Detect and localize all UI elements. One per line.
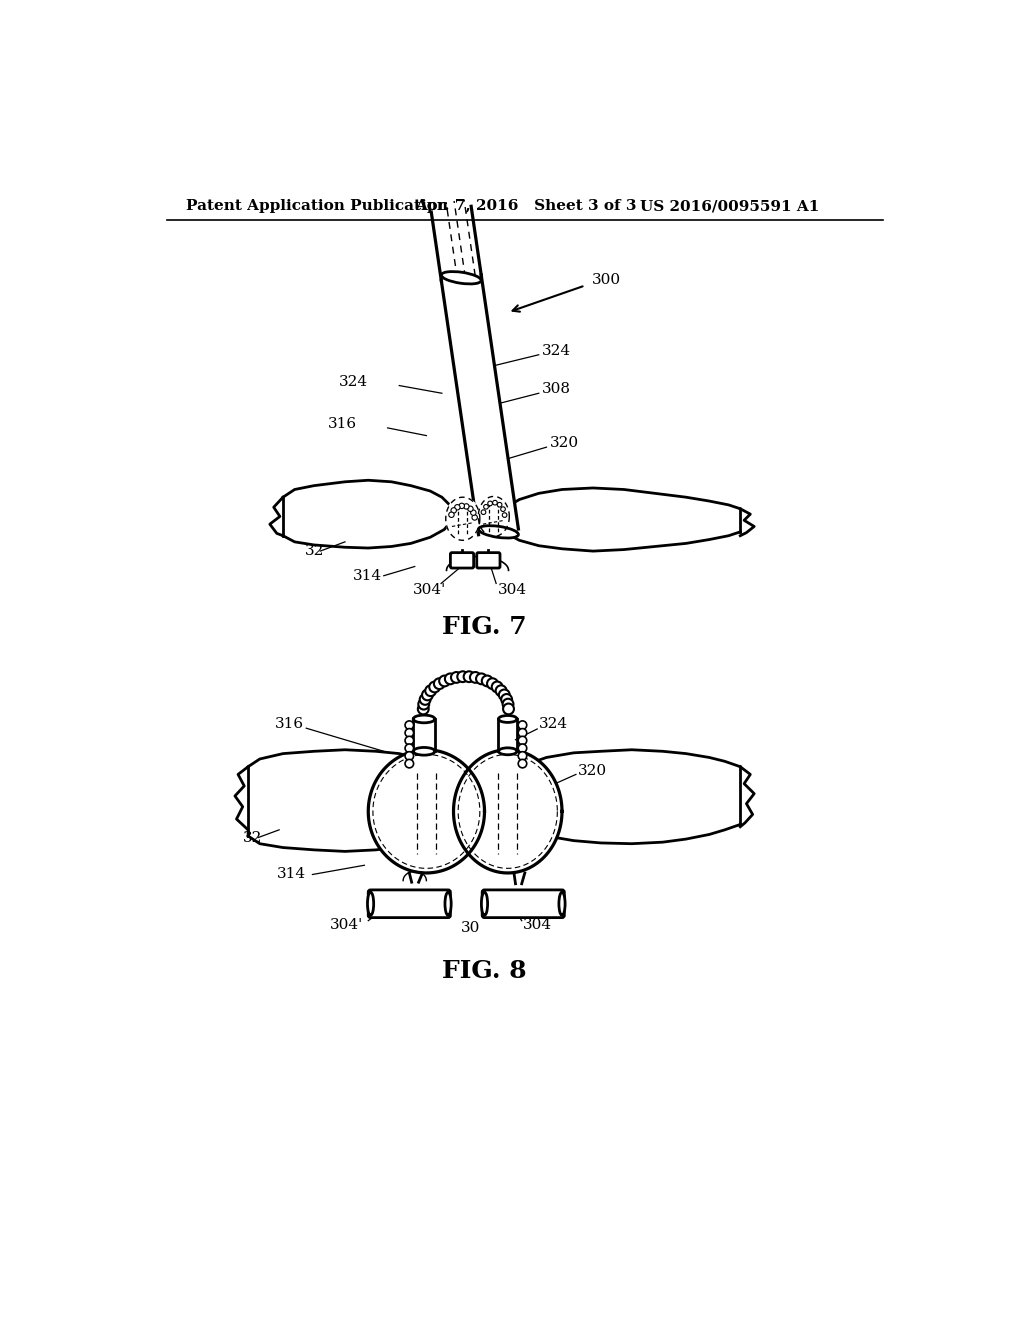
Ellipse shape xyxy=(445,892,452,915)
Polygon shape xyxy=(248,750,434,851)
Circle shape xyxy=(496,685,507,696)
Circle shape xyxy=(406,751,414,760)
Circle shape xyxy=(418,704,429,714)
Polygon shape xyxy=(478,496,509,536)
FancyBboxPatch shape xyxy=(451,553,474,568)
FancyBboxPatch shape xyxy=(369,890,451,917)
Circle shape xyxy=(455,504,460,510)
Text: FIG. 7: FIG. 7 xyxy=(442,615,526,639)
Circle shape xyxy=(487,678,498,689)
Circle shape xyxy=(481,676,493,686)
Polygon shape xyxy=(441,275,518,535)
Text: FIG. 8: FIG. 8 xyxy=(442,958,526,983)
Text: 316: 316 xyxy=(275,717,304,731)
Polygon shape xyxy=(445,498,480,540)
Circle shape xyxy=(483,504,488,510)
Text: 320: 320 xyxy=(578,763,606,777)
Circle shape xyxy=(406,759,414,768)
Circle shape xyxy=(458,672,468,682)
Text: 324: 324 xyxy=(339,375,369,388)
Text: 32: 32 xyxy=(305,544,324,558)
Circle shape xyxy=(518,729,526,737)
Text: 314: 314 xyxy=(276,867,306,882)
Ellipse shape xyxy=(499,748,517,755)
Text: 304': 304' xyxy=(330,917,362,932)
Circle shape xyxy=(451,508,457,513)
FancyBboxPatch shape xyxy=(482,890,564,917)
Circle shape xyxy=(501,694,512,705)
Ellipse shape xyxy=(499,715,517,722)
Polygon shape xyxy=(369,750,484,873)
Polygon shape xyxy=(283,480,452,548)
Text: 324: 324 xyxy=(542,345,571,358)
Text: 300: 300 xyxy=(592,273,621,286)
Text: US 2016/0095591 A1: US 2016/0095591 A1 xyxy=(640,199,819,213)
Polygon shape xyxy=(454,750,562,873)
Circle shape xyxy=(459,503,465,508)
Text: 320: 320 xyxy=(550,437,579,450)
Ellipse shape xyxy=(481,892,487,915)
Circle shape xyxy=(481,510,485,515)
Text: 304': 304' xyxy=(414,582,446,597)
Text: 314: 314 xyxy=(352,569,382,582)
Ellipse shape xyxy=(414,715,435,723)
Circle shape xyxy=(487,502,493,506)
Text: Apr. 7, 2016   Sheet 3 of 3: Apr. 7, 2016 Sheet 3 of 3 xyxy=(415,199,636,213)
Circle shape xyxy=(476,673,486,684)
Polygon shape xyxy=(500,488,740,552)
Ellipse shape xyxy=(441,272,481,284)
Circle shape xyxy=(422,689,433,701)
Circle shape xyxy=(406,729,414,737)
Circle shape xyxy=(518,721,526,730)
Circle shape xyxy=(518,744,526,752)
Circle shape xyxy=(406,744,414,752)
Circle shape xyxy=(518,737,526,744)
Text: 308: 308 xyxy=(542,383,570,396)
Text: Patent Application Publication: Patent Application Publication xyxy=(186,199,449,213)
Text: 316: 316 xyxy=(328,417,356,432)
Circle shape xyxy=(464,504,469,510)
Circle shape xyxy=(425,685,436,696)
Circle shape xyxy=(406,737,414,744)
Circle shape xyxy=(470,672,481,682)
Ellipse shape xyxy=(559,892,565,915)
Circle shape xyxy=(503,704,514,714)
Circle shape xyxy=(406,721,414,730)
Circle shape xyxy=(420,694,431,705)
Text: 304: 304 xyxy=(523,917,552,932)
FancyBboxPatch shape xyxy=(477,553,500,568)
Circle shape xyxy=(472,515,477,520)
Text: 324: 324 xyxy=(539,717,568,731)
Circle shape xyxy=(444,673,456,684)
Circle shape xyxy=(471,510,476,515)
Circle shape xyxy=(464,672,474,682)
Circle shape xyxy=(493,500,498,506)
Circle shape xyxy=(434,678,444,689)
Circle shape xyxy=(429,681,440,693)
Circle shape xyxy=(501,507,506,511)
Text: 32: 32 xyxy=(243,830,262,845)
Circle shape xyxy=(419,698,429,710)
Ellipse shape xyxy=(368,892,374,915)
Ellipse shape xyxy=(478,525,518,539)
Circle shape xyxy=(499,689,510,701)
Circle shape xyxy=(518,759,526,768)
Circle shape xyxy=(503,698,513,710)
Circle shape xyxy=(439,676,450,686)
Circle shape xyxy=(468,506,473,511)
Circle shape xyxy=(498,503,502,507)
Circle shape xyxy=(451,672,462,682)
Ellipse shape xyxy=(414,747,435,755)
Circle shape xyxy=(502,512,507,517)
Text: 304: 304 xyxy=(498,582,526,597)
Text: 30: 30 xyxy=(461,921,480,936)
Circle shape xyxy=(518,751,526,760)
Circle shape xyxy=(449,512,455,517)
Circle shape xyxy=(492,681,503,693)
Polygon shape xyxy=(523,750,740,843)
